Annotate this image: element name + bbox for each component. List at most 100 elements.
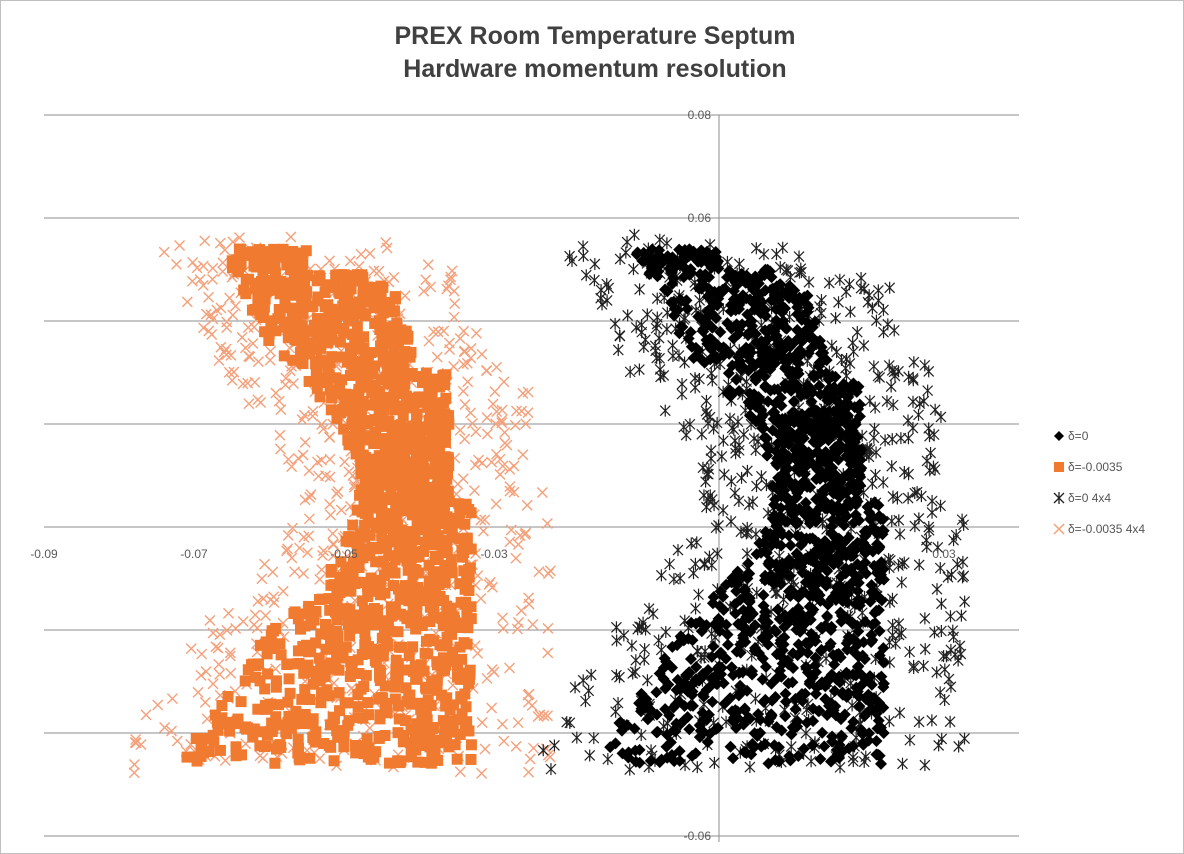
- square-point: [461, 608, 473, 620]
- diamond-point: [807, 715, 820, 728]
- diamond-point: [762, 638, 775, 651]
- diamond-point: [805, 395, 818, 408]
- star-point: [869, 422, 880, 435]
- square-point: [389, 492, 401, 504]
- star-point: [706, 493, 718, 506]
- diamond-point: [835, 729, 848, 742]
- x-point: [298, 409, 310, 421]
- square-point: [275, 276, 287, 288]
- star-point: [751, 480, 762, 493]
- square-point: [266, 717, 278, 729]
- diamond-point: [736, 666, 749, 679]
- star-point: [673, 349, 685, 362]
- diamond-point: [842, 742, 855, 755]
- square-point: [352, 689, 364, 701]
- star-point: [611, 634, 623, 647]
- star-point: [580, 269, 592, 282]
- square-point: [401, 331, 413, 343]
- square-point: [326, 351, 338, 363]
- star-point: [956, 513, 968, 526]
- x-point: [303, 465, 315, 477]
- square-point: [282, 696, 294, 708]
- diamond-point: [841, 419, 854, 432]
- star-point: [851, 326, 863, 339]
- diamond-point: [768, 623, 781, 636]
- square-point: [445, 554, 457, 566]
- star-point: [833, 296, 844, 309]
- star-point: [929, 463, 941, 476]
- x-point: [224, 647, 236, 659]
- square-point: [389, 444, 401, 456]
- x-point: [496, 414, 508, 426]
- x-point: [422, 259, 434, 271]
- square-point: [451, 753, 463, 765]
- diamond-point: [877, 677, 890, 690]
- x-point: [442, 280, 454, 292]
- square-point: [387, 392, 399, 404]
- x-point: [504, 662, 516, 674]
- star-point: [693, 588, 704, 601]
- square-point: [382, 511, 394, 523]
- x-point: [325, 509, 337, 521]
- star-point: [614, 330, 626, 343]
- square-point: [345, 404, 357, 416]
- square-point: [419, 491, 431, 503]
- x-point: [542, 647, 554, 659]
- star-point: [904, 734, 916, 747]
- x-point: [541, 517, 553, 529]
- diamond-point: [809, 508, 822, 521]
- diamond-point: [661, 285, 674, 298]
- star-point: [755, 470, 767, 483]
- square-point: [411, 739, 423, 751]
- diamond-point: [791, 301, 804, 314]
- star-point: [945, 680, 957, 693]
- diamond-point: [867, 523, 880, 536]
- x-point: [268, 596, 280, 608]
- star-point: [571, 731, 583, 744]
- star-point: [603, 281, 615, 294]
- star-point: [816, 294, 827, 307]
- square-point: [399, 588, 411, 600]
- diamond-point: [816, 466, 829, 479]
- square-point: [368, 502, 380, 514]
- x-point: [226, 374, 238, 386]
- square-point: [443, 410, 455, 422]
- diamond-point: [838, 708, 851, 721]
- diamond-point: [796, 408, 809, 421]
- star-point: [741, 547, 753, 560]
- square-point: [284, 687, 296, 699]
- diamond-point: [765, 539, 778, 552]
- square-point: [427, 526, 439, 538]
- star-point: [651, 318, 663, 331]
- diamond-point: [677, 250, 690, 263]
- square-point: [349, 431, 361, 443]
- diamond-point: [774, 502, 787, 515]
- diamond-point: [660, 740, 673, 753]
- square-point: [303, 604, 315, 616]
- square-point: [389, 554, 401, 566]
- square-point: [231, 715, 243, 727]
- diamond-point: [758, 431, 771, 444]
- star-point: [701, 408, 713, 421]
- star-point: [602, 753, 614, 766]
- diamond-point: [853, 700, 866, 713]
- diamond-point: [852, 402, 865, 415]
- star-point: [583, 684, 595, 697]
- x-point: [454, 332, 466, 344]
- x-point: [292, 452, 304, 464]
- square-point: [422, 648, 434, 660]
- star-point: [893, 617, 905, 630]
- square-point: [369, 360, 381, 372]
- diamond-point: [829, 370, 842, 383]
- diamond-point: [792, 638, 805, 651]
- x-point: [520, 527, 532, 539]
- diamond-point: [779, 710, 792, 723]
- x-point: [498, 735, 510, 747]
- square-point: [383, 331, 395, 343]
- diamond-point: [731, 712, 744, 725]
- square-point: [313, 270, 325, 282]
- square-point: [423, 465, 435, 477]
- square-point: [397, 410, 409, 422]
- square-point: [343, 315, 355, 327]
- diamond-point: [701, 736, 714, 749]
